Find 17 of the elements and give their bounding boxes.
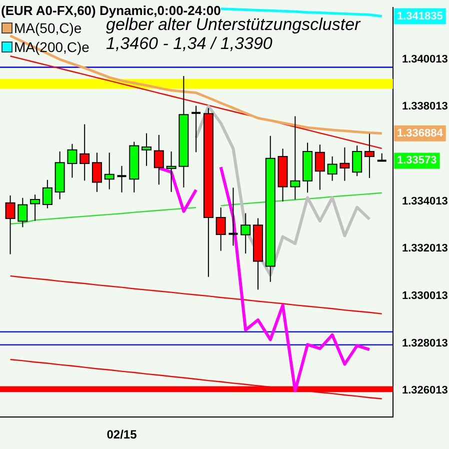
annotation: 1,3460 - 1,34 / 1,3390 [106, 34, 273, 53]
y-tick-label: 1.340013 [402, 53, 448, 66]
y-tick-label: 1.338013 [402, 100, 448, 113]
y-tick-label: 1.334013 [402, 195, 448, 208]
data-label: 1.341835 [397, 10, 443, 22]
y-tick-label: 1.330013 [402, 290, 448, 302]
candlestick [228, 187, 239, 246]
x-tick-label: 02/15 [106, 428, 138, 442]
legend-label: MA(50,C)e [14, 20, 82, 36]
data-label: 1.336884 [397, 127, 444, 140]
chart-title: (EUR A0-FX,60) Dynamic,0:00-24:00 [1, 3, 221, 18]
y-tick-label: 1.332013 [402, 242, 448, 255]
candlestick [190, 105, 202, 153]
candlestick [116, 165, 128, 193]
text: 1.33573 [397, 154, 437, 167]
y-tick-label: 1.326013 [402, 384, 448, 397]
y-tick-label: 1.328013 [402, 337, 448, 350]
